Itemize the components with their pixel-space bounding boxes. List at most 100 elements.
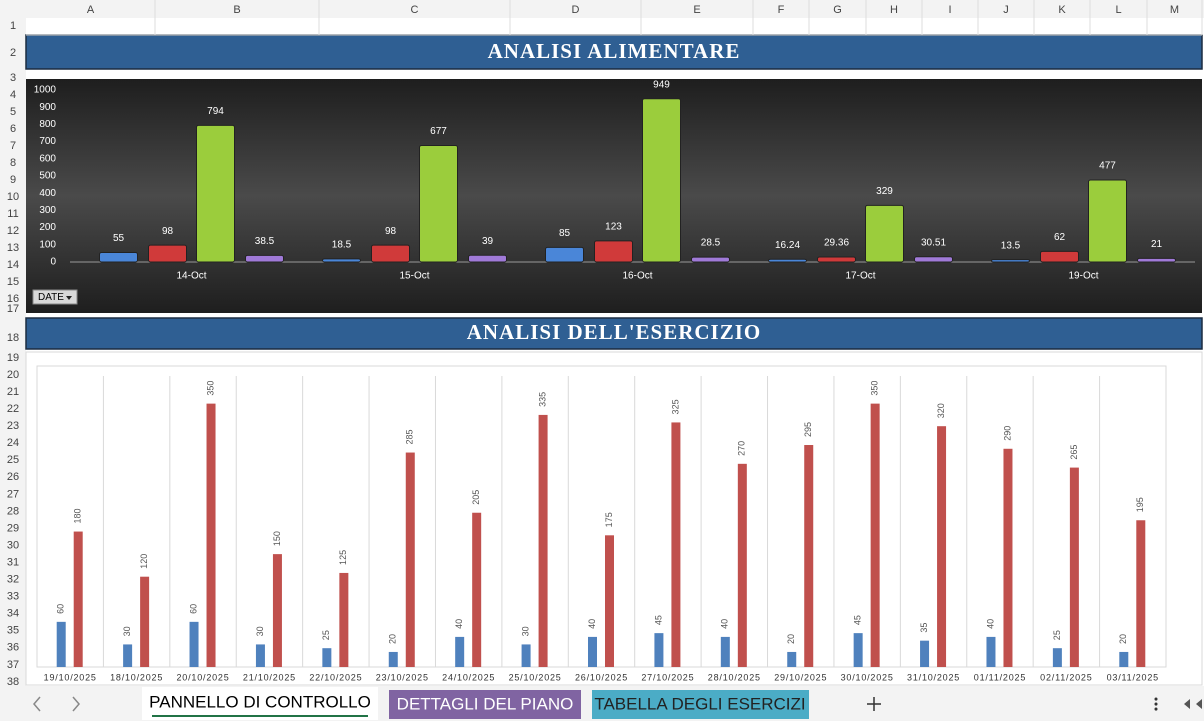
- row-header: 32: [7, 574, 19, 586]
- row-header: 18: [7, 332, 19, 344]
- x-tick-label: 02/11/2025: [1040, 672, 1092, 682]
- row-header: 33: [7, 591, 19, 603]
- data-label: 125: [338, 550, 348, 565]
- tab-label[interactable]: TABELLA DEGLI ESERCIZI: [594, 694, 805, 713]
- row-header: 8: [10, 157, 16, 169]
- tab-label[interactable]: DETTAGLI DEL PIANO: [397, 694, 574, 713]
- row-header: 21: [7, 386, 19, 398]
- x-tick-label: 15-Oct: [399, 271, 429, 282]
- tab-active[interactable]: [142, 687, 378, 720]
- tab-nav[interactable]: [33, 696, 80, 712]
- bar: [937, 426, 947, 667]
- y-tick-label: 200: [39, 222, 56, 233]
- data-label: 265: [1069, 445, 1079, 460]
- bar: [642, 98, 681, 263]
- data-label: 949: [653, 79, 670, 90]
- data-label: 40: [985, 619, 995, 629]
- data-label: 60: [56, 604, 66, 614]
- data-label: 270: [737, 441, 747, 456]
- y-tick-label: 0: [50, 257, 56, 268]
- data-label: 120: [139, 554, 149, 569]
- bar: [521, 644, 531, 667]
- bar: [737, 463, 747, 667]
- data-label: 477: [1099, 161, 1116, 172]
- row-header: 12: [7, 225, 19, 237]
- banner: [25, 317, 1203, 350]
- x-tick-label: 01/11/2025: [974, 672, 1026, 682]
- bar: [853, 633, 863, 667]
- row-header: 24: [7, 437, 19, 449]
- column-header: A: [87, 4, 95, 16]
- y-tick-label: 400: [39, 188, 56, 199]
- filter-label[interactable]: DATE: [38, 292, 64, 303]
- data-label: 35: [919, 623, 929, 633]
- data-label: 38.5: [255, 236, 275, 247]
- bar: [545, 246, 584, 263]
- bar: [419, 145, 458, 263]
- row-header: 30: [7, 539, 19, 551]
- data-label: 295: [803, 422, 813, 437]
- bar: [455, 636, 465, 667]
- x-tick-label: 29/10/2025: [774, 672, 827, 682]
- data-label: 285: [405, 430, 415, 445]
- bar: [991, 259, 1030, 263]
- data-label: 29.36: [824, 238, 849, 249]
- bar: [140, 576, 150, 667]
- data-label: 30: [122, 626, 132, 636]
- data-label: 40: [454, 619, 464, 629]
- tab[interactable]: [592, 690, 809, 719]
- data-label: 13.5: [1001, 240, 1021, 251]
- data-label: 180: [73, 509, 83, 524]
- data-label: 325: [670, 399, 680, 414]
- data-label: 20: [1118, 634, 1128, 644]
- bar: [148, 244, 187, 263]
- tab-label[interactable]: PANNELLO DI CONTROLLO: [149, 692, 371, 711]
- column-header: J: [1003, 4, 1009, 16]
- bar: [371, 244, 410, 263]
- data-label: 329: [876, 186, 893, 197]
- data-label: 25: [1052, 630, 1062, 640]
- dropdown-icon[interactable]: [66, 296, 72, 300]
- data-label: 20: [786, 634, 796, 644]
- bar: [538, 414, 548, 667]
- bar: [594, 240, 633, 263]
- bar: [691, 256, 730, 263]
- data-label: 85: [559, 228, 571, 239]
- y-tick-label: 500: [39, 171, 56, 182]
- data-label: 45: [853, 615, 863, 625]
- row-header: 34: [7, 608, 19, 620]
- tab[interactable]: [389, 690, 581, 719]
- bar: [1069, 467, 1079, 667]
- data-label: 123: [605, 221, 622, 232]
- scroll-arrows[interactable]: [1184, 699, 1202, 709]
- bar: [472, 512, 482, 667]
- x-tick-label: 30/10/2025: [841, 672, 894, 682]
- row-header: 28: [7, 505, 19, 517]
- bar: [671, 422, 681, 667]
- data-label: 794: [207, 106, 224, 117]
- bar: [1088, 179, 1127, 263]
- add-sheet[interactable]: [867, 697, 881, 711]
- bar: [388, 651, 398, 667]
- filter-button[interactable]: [32, 289, 78, 305]
- data-label: 205: [471, 490, 481, 505]
- column-header: H: [890, 4, 898, 16]
- bar: [56, 621, 66, 667]
- bar: [1137, 257, 1176, 263]
- row-header: 35: [7, 625, 19, 637]
- y-tick-label: 1000: [34, 85, 57, 96]
- row-header: 1: [10, 20, 16, 32]
- data-label: 62: [1054, 232, 1066, 243]
- row-header: 17: [7, 303, 19, 315]
- data-label: 195: [1135, 497, 1145, 512]
- row-header: 14: [7, 259, 19, 271]
- bar: [605, 535, 614, 667]
- bar: [1003, 448, 1013, 667]
- row-header: 6: [10, 123, 16, 135]
- bar: [1136, 520, 1146, 667]
- data-label: 150: [272, 531, 282, 546]
- column-header: C: [411, 4, 419, 16]
- row-header: 36: [7, 642, 19, 654]
- bar: [768, 258, 807, 263]
